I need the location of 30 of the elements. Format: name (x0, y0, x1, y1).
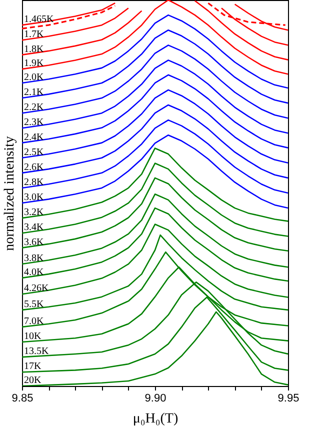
series-label: 2.5K (24, 146, 44, 158)
series-label: 2.8K (24, 176, 44, 188)
series-label: 4.0K (24, 266, 44, 278)
series-label: 1.7K (24, 29, 44, 40)
series-label: 1.8K (24, 44, 44, 55)
series-label: 7.0K (24, 316, 44, 327)
series-label: 2.2K (24, 102, 44, 114)
series-label: 2.4K (24, 132, 44, 143)
series-label: 3.4K (24, 222, 44, 234)
series-label: 13.5K (24, 346, 50, 358)
series-label: 3.0K (24, 192, 44, 204)
series-label: 1.9K (24, 58, 44, 70)
x-axis-title: μ₀H₀(T) (132, 412, 178, 426)
series-label: 2.0K (24, 72, 44, 83)
series-label: 2.1K (24, 87, 44, 98)
y-axis-title: normalized intensity (2, 136, 18, 251)
series-label: 4.26K (24, 283, 50, 294)
series-label: 3.2K (24, 207, 44, 218)
series-label: 2.6K (24, 162, 44, 173)
series-label: 3.8K (24, 253, 44, 264)
series-label: 3.6K (24, 236, 44, 248)
series-label: 1.465K (24, 14, 54, 26)
series-label: 17K (24, 361, 42, 372)
series-label: 2.3K (24, 117, 44, 128)
series-label: 5.5K (24, 298, 44, 310)
series-label: 10K (24, 330, 42, 342)
series-label: 20K (24, 375, 42, 386)
x-tick-label: 9.90 (144, 392, 166, 404)
x-tick-label: 9.85 (12, 392, 34, 404)
x-tick-label: 9.95 (278, 392, 300, 404)
